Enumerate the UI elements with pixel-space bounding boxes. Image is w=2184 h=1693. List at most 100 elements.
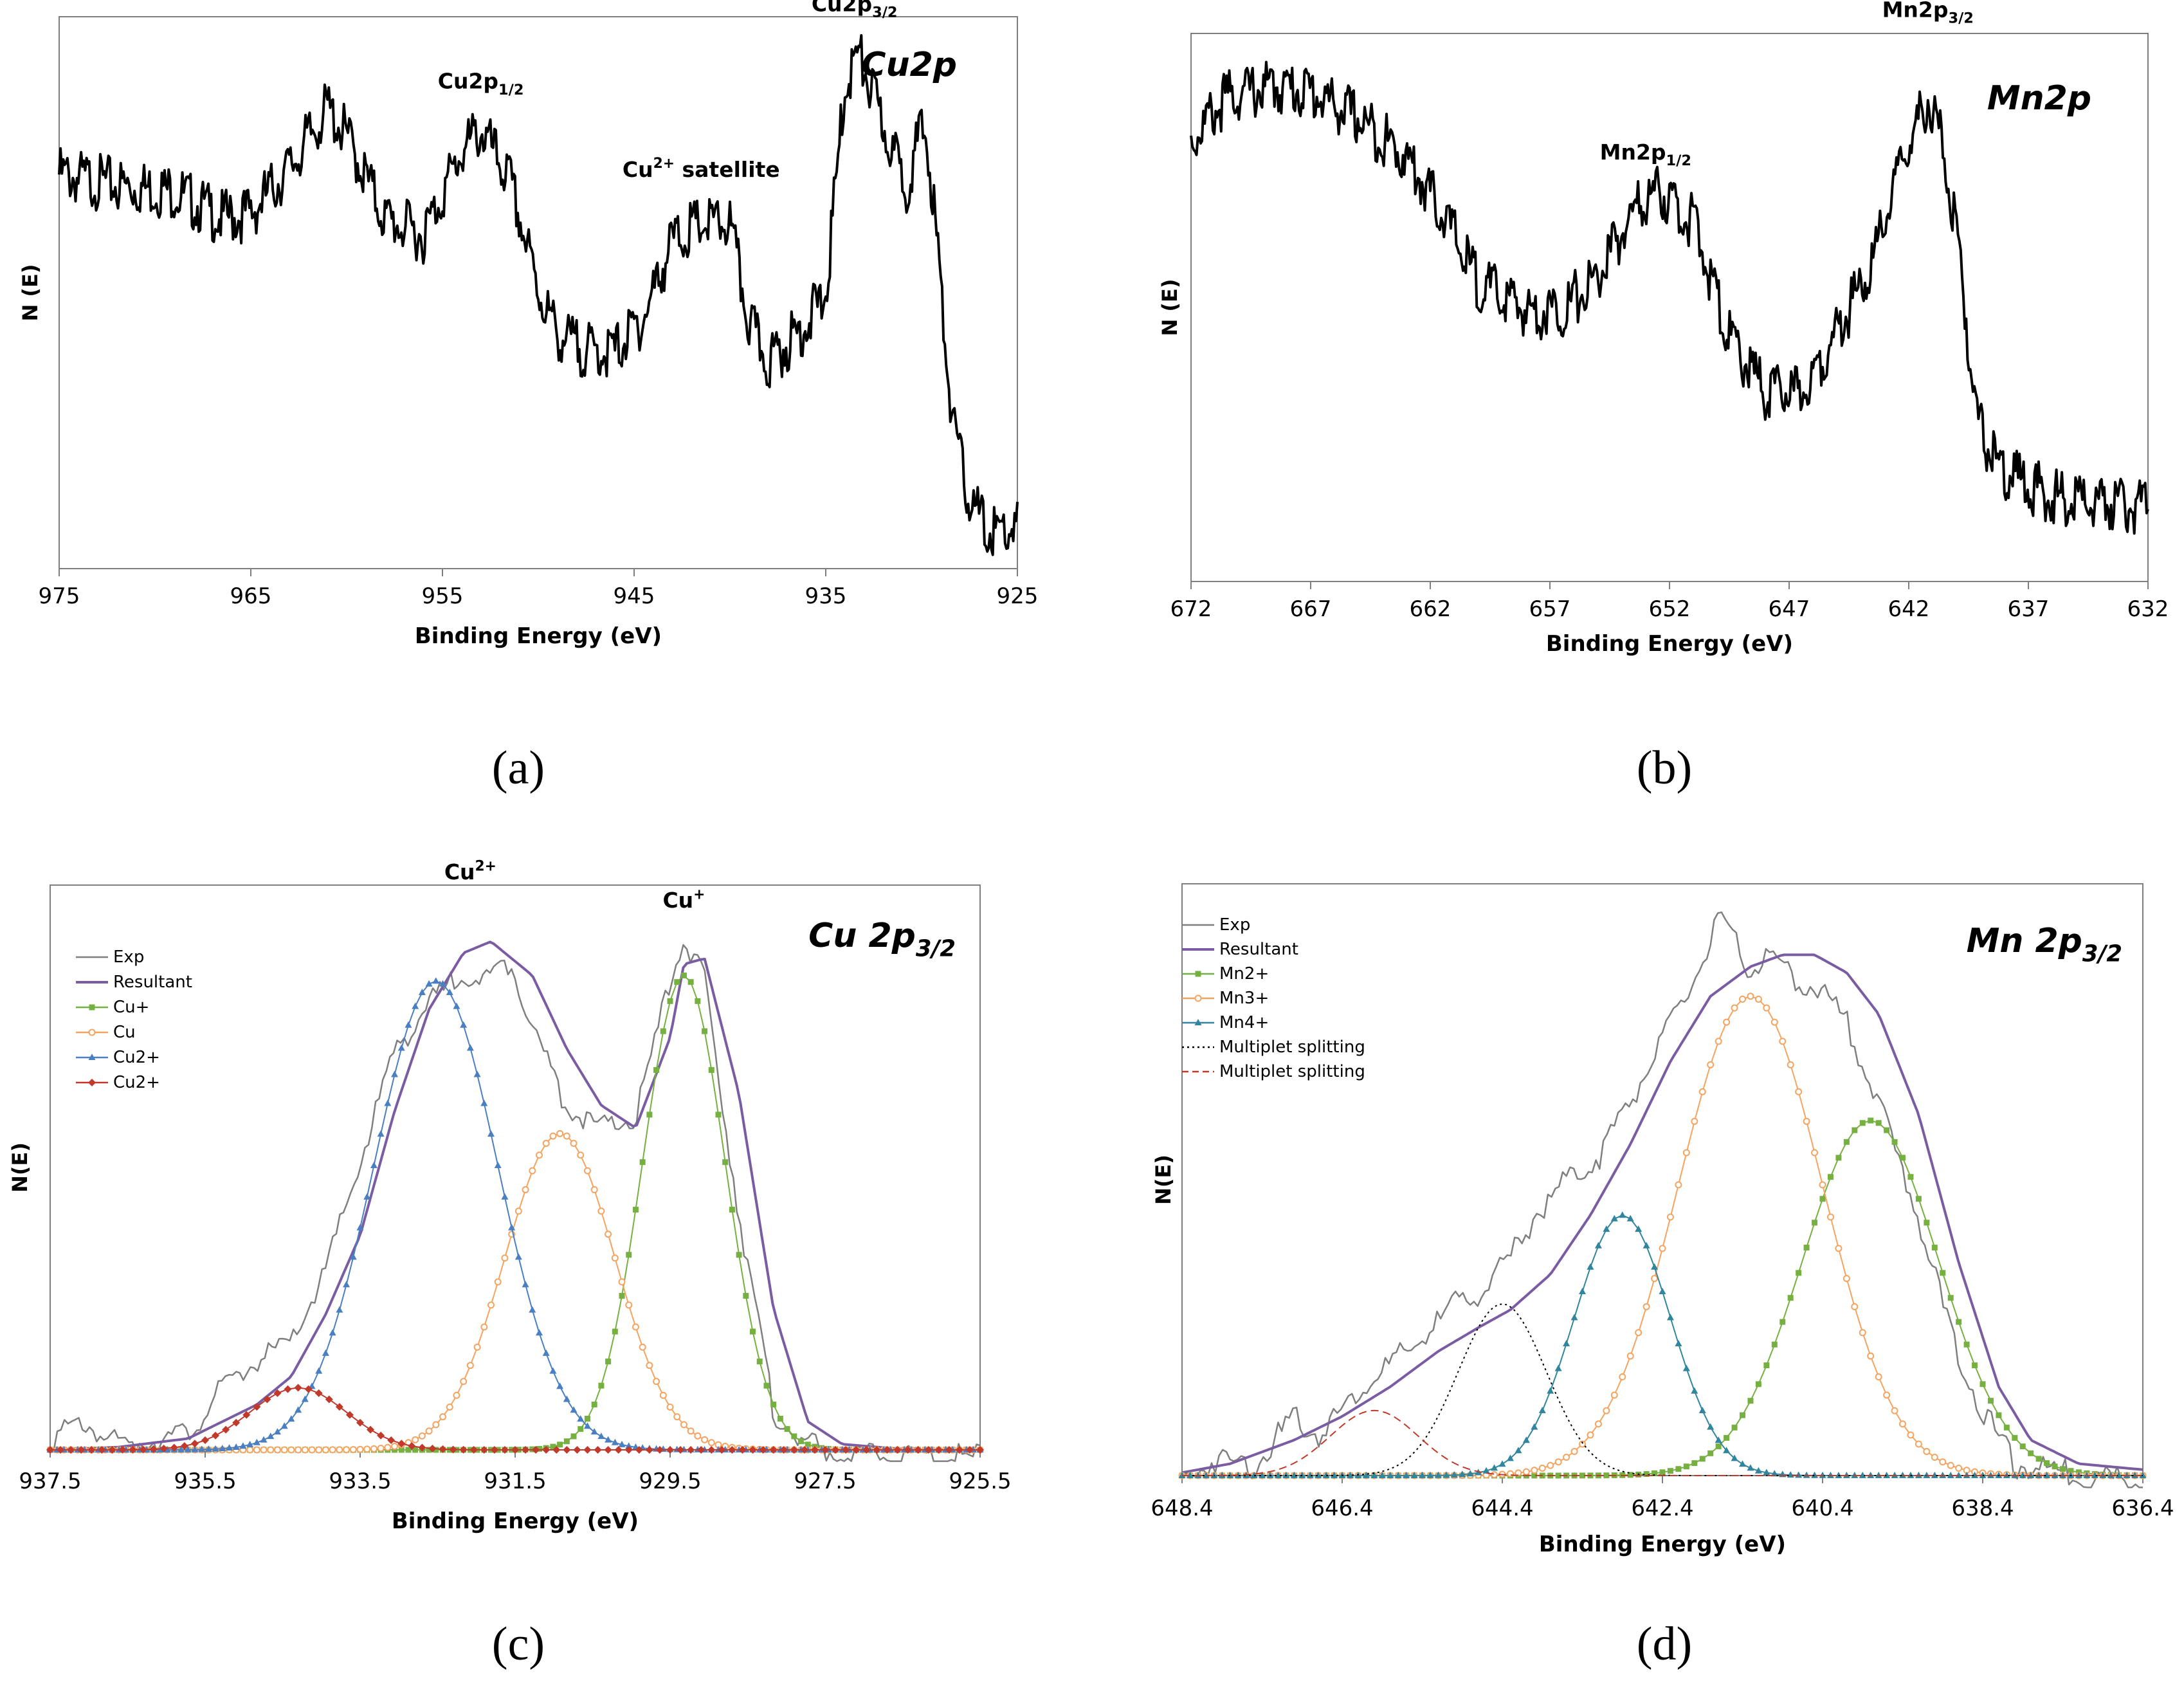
data-point bbox=[232, 1418, 241, 1427]
data-point bbox=[295, 1406, 302, 1413]
data-point bbox=[469, 1445, 478, 1454]
data-point bbox=[1682, 1149, 1690, 1157]
data-point bbox=[687, 1427, 695, 1435]
data-point bbox=[1803, 1117, 1810, 1125]
data-point bbox=[149, 1445, 158, 1453]
data-point bbox=[597, 1207, 605, 1215]
data-point bbox=[1868, 1117, 1874, 1124]
data-point bbox=[1506, 1470, 1514, 1478]
data-point bbox=[1875, 1373, 1882, 1381]
data-point bbox=[490, 1445, 498, 1454]
data-point bbox=[325, 1395, 333, 1404]
data-point bbox=[408, 1441, 416, 1450]
data-point bbox=[810, 1446, 819, 1454]
legend-marker bbox=[1194, 994, 1202, 1002]
data-point bbox=[578, 1426, 584, 1432]
data-point bbox=[1915, 1440, 1922, 1448]
data-point bbox=[583, 1446, 592, 1454]
data-point bbox=[1852, 1127, 1858, 1133]
data-point bbox=[645, 1446, 653, 1454]
data-point bbox=[345, 1411, 354, 1419]
data-point bbox=[729, 1207, 735, 1213]
data-point bbox=[1739, 995, 1746, 1003]
legend-item: Resultant bbox=[1182, 940, 1298, 959]
data-point bbox=[1554, 1458, 1562, 1466]
data-point bbox=[852, 1446, 860, 1454]
data-point bbox=[626, 1252, 632, 1258]
data-point bbox=[821, 1446, 829, 1454]
data-point bbox=[1290, 1472, 1298, 1478]
data-point bbox=[1651, 1263, 1659, 1270]
data-point bbox=[556, 1382, 564, 1389]
data-point bbox=[1707, 1423, 1715, 1430]
legend-label: Multiplet splitting bbox=[1219, 1062, 1365, 1081]
data-point bbox=[1442, 1471, 1450, 1478]
peak-annotation: Cu2p3/2 bbox=[812, 0, 898, 21]
data-point bbox=[1931, 1454, 1938, 1461]
data-point bbox=[625, 1301, 633, 1309]
data-point bbox=[1859, 1329, 1866, 1337]
data-point bbox=[1771, 1341, 1778, 1348]
data-point bbox=[1795, 1471, 1803, 1478]
data-point bbox=[666, 1403, 674, 1411]
data-point bbox=[466, 1044, 474, 1051]
data-point bbox=[439, 1413, 447, 1421]
data-point bbox=[1819, 1471, 1826, 1478]
data-point bbox=[1923, 1447, 1931, 1455]
data-point bbox=[542, 1445, 551, 1454]
data-point bbox=[453, 1391, 460, 1399]
data-point bbox=[501, 1193, 509, 1200]
x-tick-label: 945 bbox=[614, 583, 655, 609]
data-point bbox=[412, 1436, 419, 1443]
data-point bbox=[118, 1445, 127, 1454]
data-point bbox=[934, 1446, 943, 1454]
data-point bbox=[1931, 1472, 1938, 1478]
data-point bbox=[1907, 1174, 1914, 1180]
legend-item: Cu bbox=[76, 1023, 136, 1042]
chart-title: Mn2p bbox=[1987, 79, 2091, 118]
data-point bbox=[273, 1389, 282, 1397]
data-point bbox=[1891, 1139, 1898, 1145]
series-line bbox=[50, 944, 981, 1462]
data-point bbox=[1755, 1381, 1761, 1387]
data-point bbox=[370, 1161, 378, 1168]
legend-label: Cu bbox=[113, 1023, 136, 1042]
data-point bbox=[1603, 1407, 1610, 1414]
data-point bbox=[1659, 1245, 1666, 1252]
data-point bbox=[563, 1132, 570, 1140]
data-point bbox=[552, 1446, 561, 1454]
data-point bbox=[756, 1359, 763, 1365]
data-point bbox=[784, 1426, 790, 1432]
data-point bbox=[1715, 1443, 1722, 1450]
y-axis-label: N(E) bbox=[1151, 1155, 1176, 1205]
data-point bbox=[322, 1446, 329, 1454]
panel-c-cu2p32-chart: 937.5 935.5 933.5 931.5 929.5 927.5 925.5 Bindi… bbox=[8, 858, 1012, 1670]
data-point bbox=[1426, 1471, 1434, 1478]
legend-label: Mn4+ bbox=[1219, 1013, 1269, 1032]
data-point bbox=[1715, 1436, 1722, 1443]
data-point bbox=[1715, 1038, 1722, 1045]
data-point bbox=[159, 1445, 168, 1453]
data-point bbox=[1434, 1471, 1442, 1478]
data-point bbox=[763, 1382, 770, 1389]
data-point bbox=[239, 1442, 247, 1449]
plot-area bbox=[1181, 883, 2143, 1476]
data-point bbox=[1691, 1387, 1698, 1394]
data-point bbox=[590, 1186, 598, 1194]
data-point bbox=[2115, 1472, 2123, 1478]
panel-a-cu2p-chart: 975 965 955 945 935 925 Binding Energy (eV) N (… bbox=[18, 0, 1038, 794]
data-point bbox=[1643, 1241, 1650, 1249]
data-point bbox=[225, 1444, 233, 1451]
data-point bbox=[426, 1447, 432, 1453]
data-point bbox=[965, 1446, 974, 1454]
data-point bbox=[1859, 1471, 1866, 1478]
data-point bbox=[308, 1446, 316, 1454]
data-point bbox=[680, 972, 687, 978]
x-axis-label: Binding Energy (eV) bbox=[1539, 1532, 1786, 1557]
data-point bbox=[695, 998, 701, 1004]
legend-item: Exp bbox=[76, 947, 144, 967]
peak-annotation: Mn2p1/2 bbox=[1600, 140, 1691, 169]
data-point bbox=[1619, 1373, 1626, 1381]
data-point bbox=[625, 1442, 633, 1449]
data-point bbox=[570, 1406, 578, 1413]
